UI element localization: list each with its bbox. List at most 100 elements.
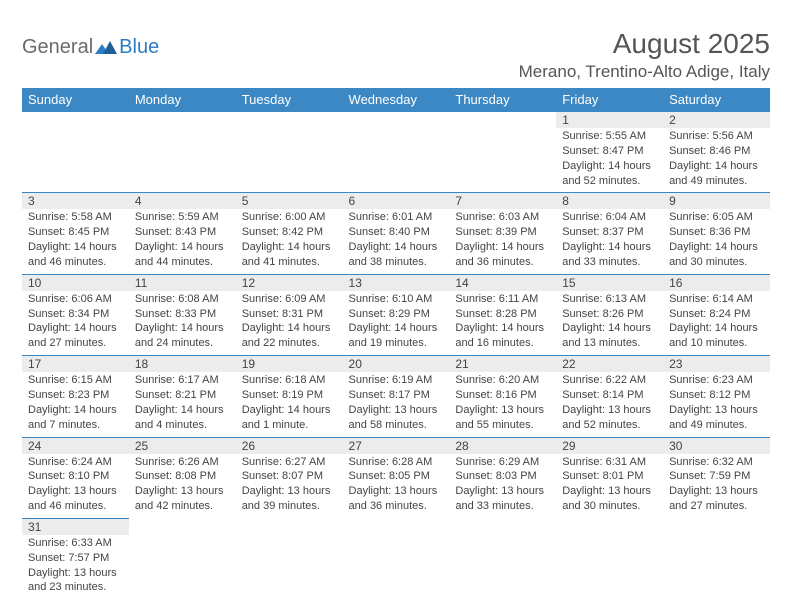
- day-d1: Daylight: 13 hours: [669, 403, 764, 418]
- day-d2: and 39 minutes.: [242, 499, 337, 514]
- day-sr: Sunrise: 6:24 AM: [28, 455, 123, 470]
- day-sr: Sunrise: 6:00 AM: [242, 210, 337, 225]
- day-number: 15: [556, 274, 663, 291]
- day-number: 2: [663, 112, 770, 129]
- day-d2: and 27 minutes.: [28, 336, 123, 351]
- day-d2: and 33 minutes.: [562, 255, 657, 270]
- day-ss: Sunset: 8:19 PM: [242, 388, 337, 403]
- day-sr: Sunrise: 6:17 AM: [135, 373, 230, 388]
- day-number: 23: [663, 356, 770, 373]
- day-number: 3: [22, 193, 129, 210]
- day-d2: and 27 minutes.: [669, 499, 764, 514]
- day-d1: Daylight: 14 hours: [562, 240, 657, 255]
- day-cell: Sunrise: 6:06 AMSunset: 8:34 PMDaylight:…: [22, 291, 129, 356]
- day-ss: Sunset: 8:47 PM: [562, 144, 657, 159]
- day-sr: Sunrise: 6:18 AM: [242, 373, 337, 388]
- day-d2: and 41 minutes.: [242, 255, 337, 270]
- day-d2: and 38 minutes.: [349, 255, 444, 270]
- day-ss: Sunset: 8:37 PM: [562, 225, 657, 240]
- day-d1: Daylight: 14 hours: [28, 240, 123, 255]
- day-sr: Sunrise: 6:19 AM: [349, 373, 444, 388]
- day-cell: Sunrise: 6:23 AMSunset: 8:12 PMDaylight:…: [663, 372, 770, 437]
- day-cell: Sunrise: 6:04 AMSunset: 8:37 PMDaylight:…: [556, 209, 663, 274]
- day-d2: and 13 minutes.: [562, 336, 657, 351]
- day-sr: Sunrise: 5:56 AM: [669, 129, 764, 144]
- day-cell: Sunrise: 6:13 AMSunset: 8:26 PMDaylight:…: [556, 291, 663, 356]
- day-d1: Daylight: 14 hours: [135, 321, 230, 336]
- day-d1: Daylight: 14 hours: [669, 321, 764, 336]
- day-sr: Sunrise: 6:32 AM: [669, 455, 764, 470]
- day-cell: Sunrise: 6:10 AMSunset: 8:29 PMDaylight:…: [343, 291, 450, 356]
- day-ss: Sunset: 8:31 PM: [242, 307, 337, 322]
- calendar-body: 12Sunrise: 5:55 AMSunset: 8:47 PMDayligh…: [22, 112, 770, 600]
- day-sr: Sunrise: 6:14 AM: [669, 292, 764, 307]
- empty-cell: [556, 518, 663, 535]
- day-number: 25: [129, 437, 236, 454]
- day-number: 17: [22, 356, 129, 373]
- day-d1: Daylight: 14 hours: [28, 403, 123, 418]
- day-cell: Sunrise: 6:11 AMSunset: 8:28 PMDaylight:…: [449, 291, 556, 356]
- day-cell: Sunrise: 6:33 AMSunset: 7:57 PMDaylight:…: [22, 535, 129, 599]
- day-number-row: 10111213141516: [22, 274, 770, 291]
- day-cell: Sunrise: 5:55 AMSunset: 8:47 PMDaylight:…: [556, 128, 663, 193]
- day-cell: Sunrise: 6:03 AMSunset: 8:39 PMDaylight:…: [449, 209, 556, 274]
- day-number: 7: [449, 193, 556, 210]
- day-ss: Sunset: 8:39 PM: [455, 225, 550, 240]
- day-d2: and 16 minutes.: [455, 336, 550, 351]
- day-cell: Sunrise: 6:28 AMSunset: 8:05 PMDaylight:…: [343, 454, 450, 519]
- day-ss: Sunset: 8:43 PM: [135, 225, 230, 240]
- day-ss: Sunset: 8:40 PM: [349, 225, 444, 240]
- header: General Blue August 2025 Merano, Trentin…: [22, 28, 770, 82]
- day-d2: and 49 minutes.: [669, 174, 764, 189]
- empty-cell: [343, 518, 450, 535]
- day-sr: Sunrise: 6:09 AM: [242, 292, 337, 307]
- day-cell: Sunrise: 6:19 AMSunset: 8:17 PMDaylight:…: [343, 372, 450, 437]
- empty-cell: [449, 535, 556, 599]
- empty-cell: [663, 535, 770, 599]
- weekday-header: Monday: [129, 88, 236, 112]
- empty-cell: [556, 535, 663, 599]
- day-sr: Sunrise: 6:04 AM: [562, 210, 657, 225]
- day-ss: Sunset: 8:21 PM: [135, 388, 230, 403]
- empty-cell: [129, 128, 236, 193]
- day-number: 10: [22, 274, 129, 291]
- flag-icon: [95, 40, 117, 56]
- day-sr: Sunrise: 6:13 AM: [562, 292, 657, 307]
- day-sr: Sunrise: 6:05 AM: [669, 210, 764, 225]
- day-cell: Sunrise: 5:58 AMSunset: 8:45 PMDaylight:…: [22, 209, 129, 274]
- month-title: August 2025: [519, 28, 770, 60]
- day-sr: Sunrise: 6:03 AM: [455, 210, 550, 225]
- day-d1: Daylight: 14 hours: [242, 403, 337, 418]
- day-cell: Sunrise: 6:14 AMSunset: 8:24 PMDaylight:…: [663, 291, 770, 356]
- day-number: 26: [236, 437, 343, 454]
- day-sr: Sunrise: 6:11 AM: [455, 292, 550, 307]
- empty-cell: [236, 128, 343, 193]
- empty-cell: [236, 518, 343, 535]
- day-cell: Sunrise: 6:00 AMSunset: 8:42 PMDaylight:…: [236, 209, 343, 274]
- day-number: 29: [556, 437, 663, 454]
- day-cell: Sunrise: 6:15 AMSunset: 8:23 PMDaylight:…: [22, 372, 129, 437]
- day-d2: and 30 minutes.: [669, 255, 764, 270]
- day-d2: and 52 minutes.: [562, 418, 657, 433]
- day-d2: and 33 minutes.: [455, 499, 550, 514]
- logo: General Blue: [22, 36, 159, 59]
- day-d2: and 46 minutes.: [28, 499, 123, 514]
- day-sr: Sunrise: 5:55 AM: [562, 129, 657, 144]
- day-ss: Sunset: 8:17 PM: [349, 388, 444, 403]
- day-sr: Sunrise: 6:06 AM: [28, 292, 123, 307]
- day-sr: Sunrise: 6:10 AM: [349, 292, 444, 307]
- day-ss: Sunset: 8:26 PM: [562, 307, 657, 322]
- day-d2: and 23 minutes.: [28, 580, 123, 595]
- day-d1: Daylight: 14 hours: [455, 240, 550, 255]
- day-number: 4: [129, 193, 236, 210]
- day-sr: Sunrise: 5:59 AM: [135, 210, 230, 225]
- day-cell: Sunrise: 6:31 AMSunset: 8:01 PMDaylight:…: [556, 454, 663, 519]
- day-d1: Daylight: 13 hours: [349, 484, 444, 499]
- day-sr: Sunrise: 6:23 AM: [669, 373, 764, 388]
- empty-cell: [449, 112, 556, 129]
- day-number: 12: [236, 274, 343, 291]
- day-d1: Daylight: 13 hours: [455, 484, 550, 499]
- day-d2: and 24 minutes.: [135, 336, 230, 351]
- day-sr: Sunrise: 6:31 AM: [562, 455, 657, 470]
- day-d1: Daylight: 13 hours: [349, 403, 444, 418]
